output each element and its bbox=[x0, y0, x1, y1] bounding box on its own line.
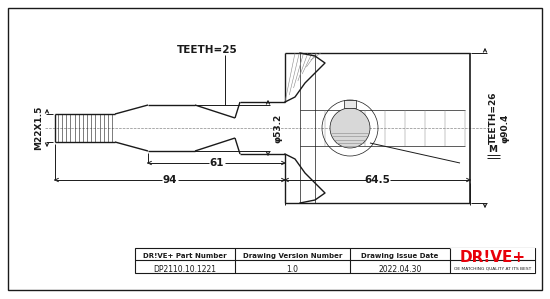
Bar bbox=[450, 248, 535, 273]
Text: TEETH=26: TEETH=26 bbox=[488, 92, 498, 144]
Text: DR!VE+: DR!VE+ bbox=[459, 249, 526, 265]
Text: DR!VE+: DR!VE+ bbox=[305, 84, 434, 176]
Text: 61: 61 bbox=[209, 158, 224, 168]
Text: Drawing Issue Date: Drawing Issue Date bbox=[361, 253, 439, 259]
Text: Drawing Version Number: Drawing Version Number bbox=[243, 253, 342, 259]
Text: 1.0: 1.0 bbox=[287, 265, 299, 274]
Text: M: M bbox=[488, 146, 498, 155]
Text: φ90.4: φ90.4 bbox=[500, 113, 509, 143]
Text: 64.5: 64.5 bbox=[365, 175, 390, 185]
Bar bbox=[135, 248, 535, 273]
Text: DR!VE+: DR!VE+ bbox=[65, 84, 195, 176]
Bar bbox=[344, 100, 356, 108]
Text: M22X1.5: M22X1.5 bbox=[35, 106, 43, 150]
Text: DR!VE+ Part Number: DR!VE+ Part Number bbox=[143, 253, 227, 259]
Text: DR!VE+: DR!VE+ bbox=[135, 49, 265, 141]
Text: 94: 94 bbox=[163, 175, 177, 185]
Text: φ53.2: φ53.2 bbox=[273, 113, 283, 143]
Text: OE MATCHING QUALITY AT ITS BEST: OE MATCHING QUALITY AT ITS BEST bbox=[454, 267, 531, 271]
Text: TEETH=25: TEETH=25 bbox=[177, 45, 238, 55]
Text: DP2110.10.1221: DP2110.10.1221 bbox=[153, 265, 217, 274]
Circle shape bbox=[330, 108, 370, 148]
Text: 2022.04.30: 2022.04.30 bbox=[378, 265, 422, 274]
Text: DR!VE+: DR!VE+ bbox=[205, 109, 335, 201]
